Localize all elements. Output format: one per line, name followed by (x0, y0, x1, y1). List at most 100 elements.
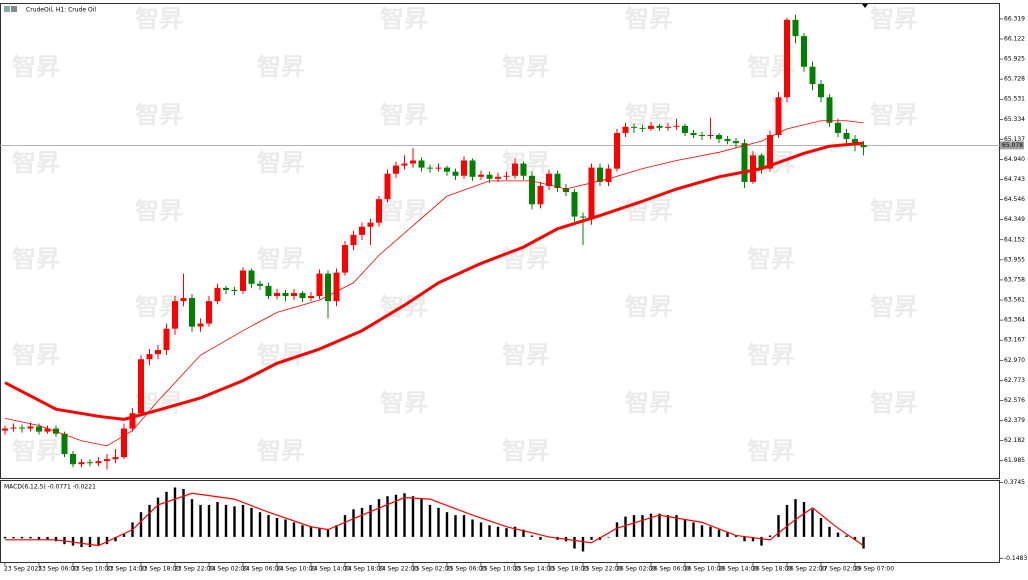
macd-panel (0, 480, 1000, 563)
shift-marker (862, 4, 868, 8)
x-tick-label: 26 Sep 06:00 (650, 566, 690, 573)
watermark: 智昇 (257, 437, 305, 465)
candle-body (316, 273, 323, 297)
watermark: 智昇 (12, 149, 60, 177)
macd-bar (352, 509, 355, 537)
candle-body (741, 143, 748, 182)
macd-bar (182, 488, 185, 537)
macd-bar (335, 525, 338, 537)
macd-bar (12, 536, 15, 539)
macd-bar (37, 536, 41, 540)
macd-bar (148, 504, 151, 537)
candle-body (818, 84, 824, 98)
macd-bar (258, 512, 262, 537)
candle-body (546, 173, 552, 186)
x-tick-label: 29 Sep 07:00 (854, 566, 894, 573)
candle-body (342, 245, 348, 273)
candle-body (308, 296, 314, 299)
candle-body (367, 222, 374, 227)
candle-body (282, 292, 289, 297)
macd-bar (445, 512, 449, 537)
watermark: 智昇 (747, 245, 795, 273)
candle-body (690, 132, 697, 135)
candle-body (214, 287, 221, 302)
macd-bar (122, 534, 126, 537)
y-tick-label: 65.137 (1004, 136, 1025, 143)
watermark: 智昇 (257, 53, 305, 81)
macd-bar (513, 526, 517, 537)
symbol-icon (11, 6, 17, 12)
x-tick-label: 23 Sep 2025 (4, 566, 42, 573)
candle-body (27, 426, 34, 429)
x-tick-label: 25 Sep 06:00 (446, 566, 486, 573)
candle-body (197, 323, 204, 327)
macd-bar (641, 515, 644, 537)
candle-body (189, 298, 195, 327)
watermark: 智昇 (380, 5, 428, 33)
watermark: 智昇 (12, 341, 60, 369)
candle-body (325, 273, 331, 302)
macd-bar (811, 509, 814, 537)
candle-body (53, 428, 59, 434)
macd-bar (224, 504, 228, 537)
candle-body (716, 134, 722, 140)
macd-bar (216, 502, 219, 537)
macd-bar (105, 536, 109, 545)
candle-body (172, 301, 178, 329)
x-tick-label: 24 Sep 06:00 (242, 566, 282, 573)
watermark: 智昇 (502, 245, 550, 273)
macd-bar (233, 506, 236, 537)
candle-body (724, 139, 731, 142)
candle-body (673, 125, 680, 127)
macd-bar (581, 536, 585, 552)
macd-bar (199, 504, 202, 537)
macd-bar (88, 536, 92, 548)
candle-body (639, 127, 646, 129)
candle-body (146, 354, 153, 360)
candle-body (138, 359, 144, 414)
macd-bar (785, 504, 789, 537)
macd-bar (794, 499, 797, 537)
macd-bar (539, 536, 542, 540)
candle-body (44, 428, 51, 432)
candle-body (767, 134, 773, 169)
candle-body (826, 97, 833, 123)
watermark: 智昇 (135, 5, 183, 33)
watermark: 智昇 (625, 5, 673, 33)
y-tick-label: 63.364 (1004, 317, 1025, 324)
watermark: 智昇 (870, 389, 918, 417)
x-tick-label: 26 Sep 22:00 (786, 566, 826, 573)
macd-bar (615, 522, 619, 537)
y-tick-label: 62.379 (1004, 417, 1025, 424)
x-tick-label: 23 Sep 14:00 (106, 566, 146, 573)
macd-bar (267, 515, 270, 537)
macd-bar (590, 536, 593, 540)
candle-body (682, 125, 688, 133)
y-tick-label: 64.743 (1004, 176, 1025, 183)
macd-bar (250, 507, 253, 537)
candle-body (376, 199, 382, 223)
watermark: 智昇 (380, 389, 428, 417)
watermark: 智昇 (870, 197, 918, 225)
y-tick-label: 65.728 (1004, 76, 1025, 83)
macd-bar (658, 513, 661, 537)
candle-body (350, 234, 357, 246)
candle-body (469, 160, 476, 177)
candle-body (588, 167, 595, 218)
macd-bar (343, 515, 347, 537)
macd-bar (394, 494, 398, 537)
candle-body (699, 134, 705, 137)
y-tick-label: 0.3745 (1004, 479, 1025, 486)
macd-bar (139, 512, 143, 537)
y-tick-label: 65.334 (1004, 116, 1025, 123)
candle-body (843, 132, 850, 140)
candle-body (129, 413, 136, 429)
candle-body (571, 192, 578, 217)
candle-body (299, 292, 306, 299)
candle-body (10, 427, 17, 429)
macd-bar (54, 536, 58, 542)
macd-bar (479, 522, 483, 537)
macd-bar (292, 522, 296, 537)
macd-bar (326, 529, 330, 537)
